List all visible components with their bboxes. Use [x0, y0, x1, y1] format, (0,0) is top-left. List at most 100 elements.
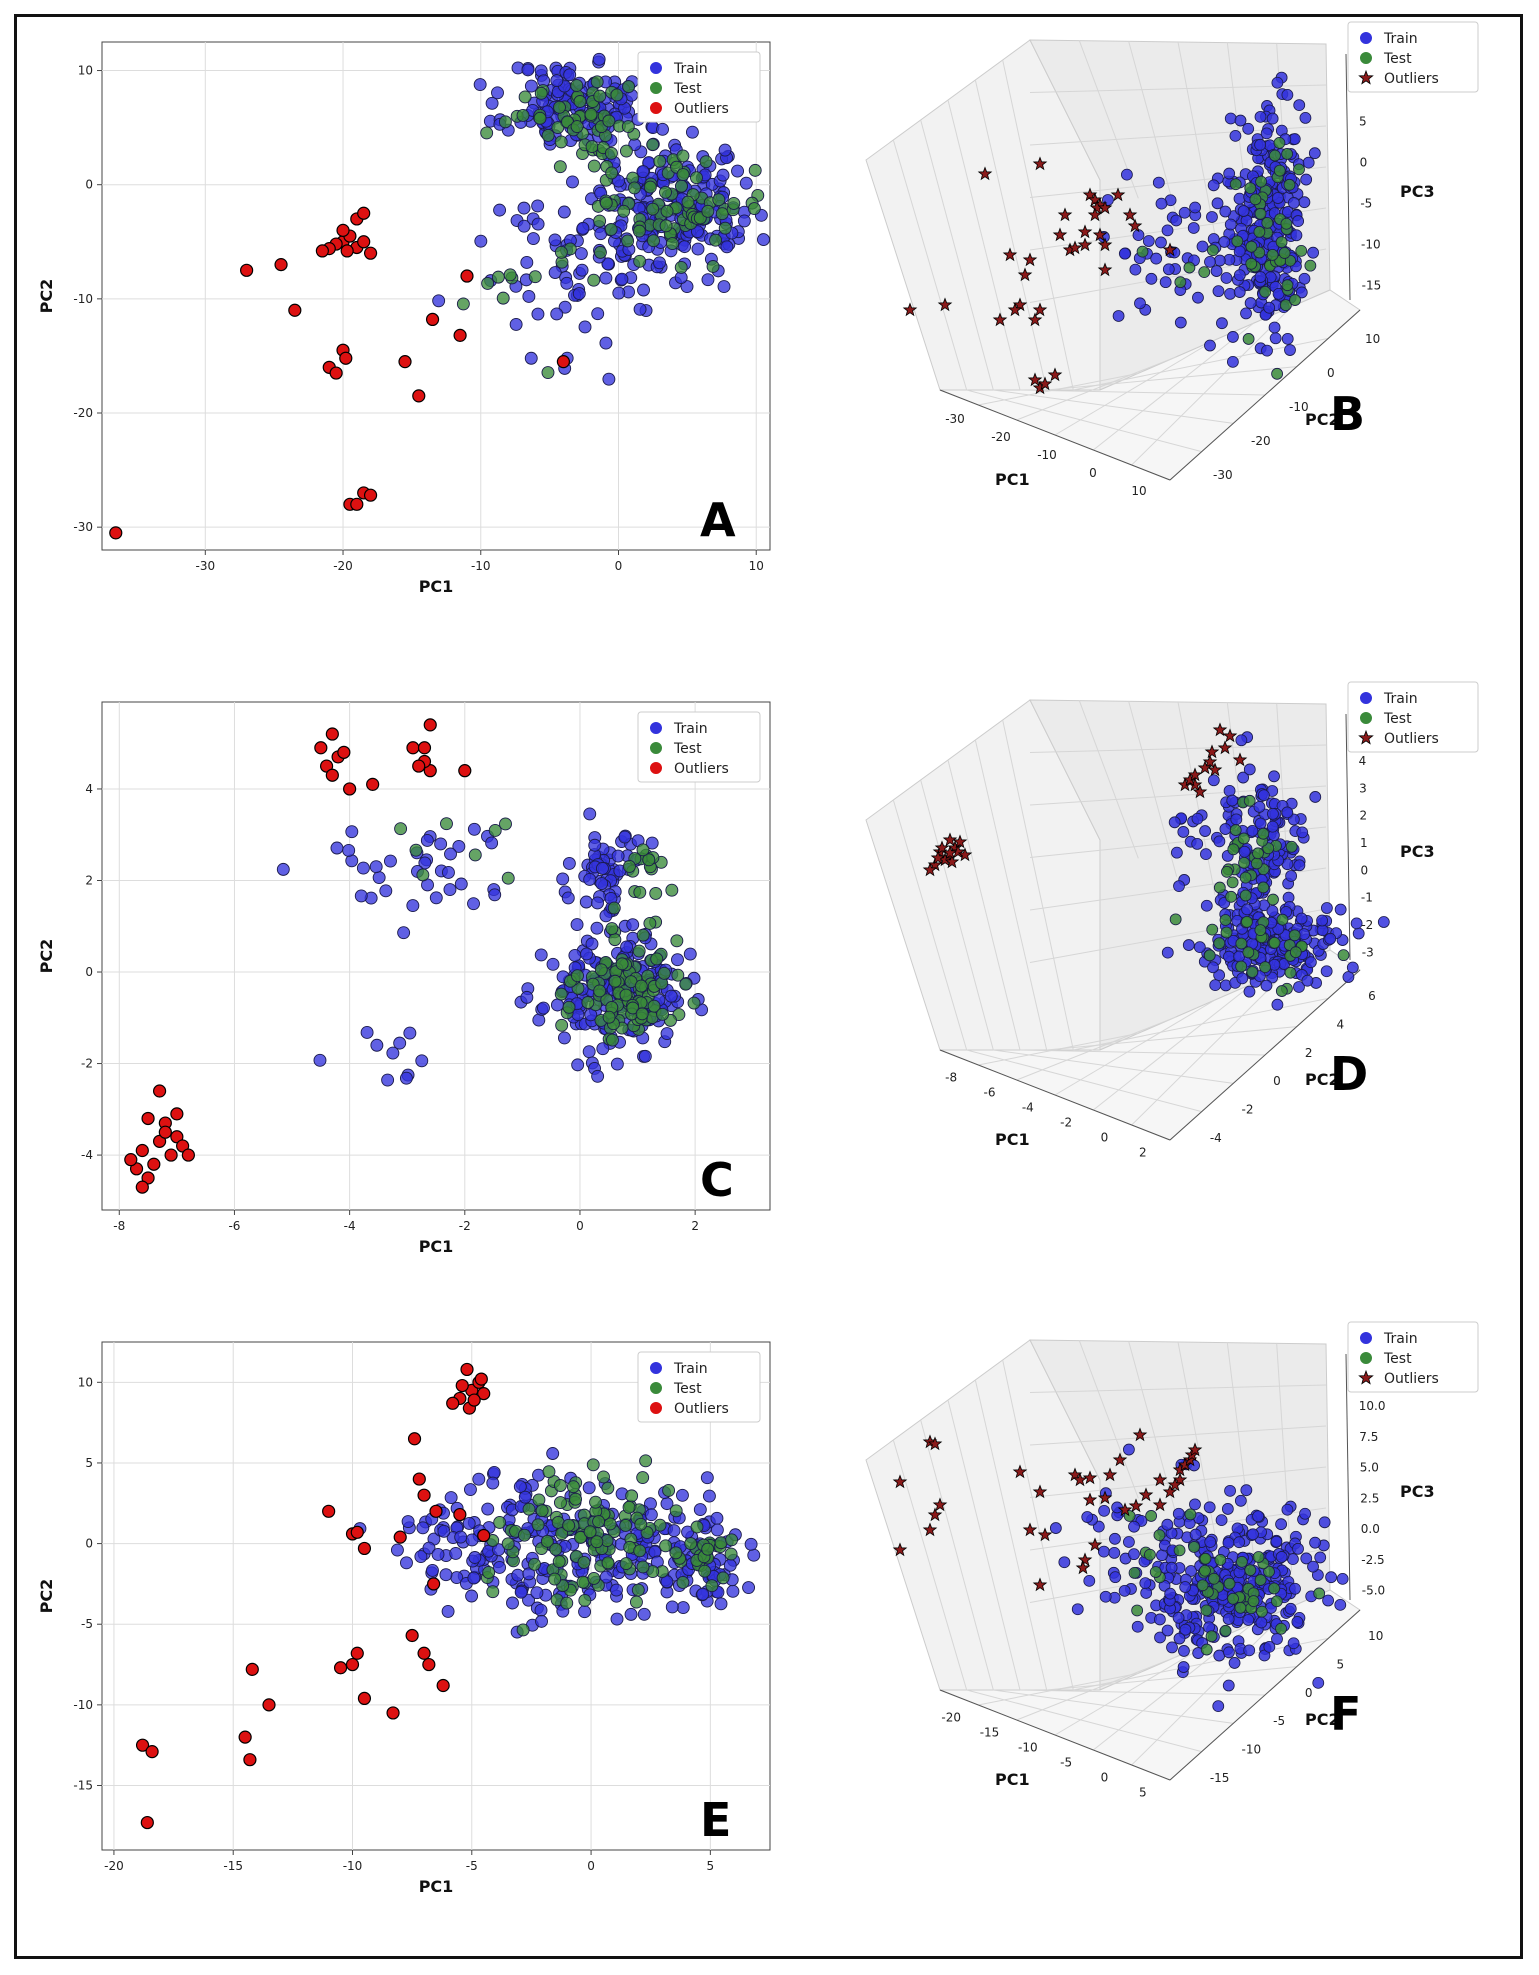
point-test [1279, 299, 1292, 312]
point-train [1236, 972, 1249, 985]
point-train [591, 1069, 605, 1083]
point-test [522, 1502, 536, 1516]
point-test [1136, 245, 1149, 258]
point-test [562, 1000, 576, 1014]
point-train [400, 1556, 413, 1570]
point-outlier [1032, 302, 1048, 317]
point-outlier [407, 1432, 422, 1446]
point-test [1269, 149, 1281, 162]
legend-label-test: Test [1383, 1351, 1412, 1367]
tick-label-x: -6 [984, 1086, 996, 1100]
point-test [659, 1539, 673, 1553]
point-test [676, 1575, 690, 1589]
point-train [443, 883, 457, 897]
tick-label-y: -10 [73, 1698, 93, 1712]
point-train [1200, 848, 1212, 861]
point-test [712, 193, 726, 207]
point-train [1281, 89, 1294, 101]
point-train [1211, 197, 1224, 210]
point-train [369, 860, 383, 874]
y-axis-label: PC2 [37, 1579, 56, 1614]
point-test [496, 291, 510, 305]
point-outlier [446, 1396, 460, 1410]
point-outlier [1047, 367, 1063, 382]
point-outlier [436, 1678, 450, 1693]
point-test [656, 1007, 669, 1021]
point-outlier [1212, 722, 1228, 737]
point-train [599, 336, 613, 350]
point-test [1214, 1554, 1227, 1566]
point-test [1245, 240, 1258, 253]
point-test [1257, 827, 1270, 840]
point-train [1172, 1611, 1185, 1624]
y-axis-line [1169, 309, 1361, 481]
point-test [1188, 1541, 1200, 1553]
point-test [593, 245, 607, 259]
tick-label-y: -2 [81, 1057, 93, 1071]
point-test [1223, 1577, 1236, 1590]
point-train [1179, 1581, 1192, 1593]
point-test [1289, 294, 1301, 306]
point-train [737, 214, 751, 228]
point-test [608, 974, 622, 988]
point-outlier [1102, 1467, 1118, 1482]
legend-label-outliers: Outliers [1384, 731, 1439, 747]
point-test [625, 1489, 639, 1503]
point-test [1254, 207, 1267, 220]
point-test [587, 1572, 601, 1585]
point-outlier [1197, 760, 1213, 775]
tick-label-z: -3 [1362, 945, 1374, 959]
point-train [676, 1488, 689, 1502]
point-train [579, 895, 593, 909]
point-test [674, 260, 688, 274]
point-train [531, 217, 545, 231]
legend-marker-test [1360, 52, 1372, 64]
point-test [698, 1564, 712, 1578]
point-outlier [950, 844, 966, 859]
tick-label-x: -20 [941, 1711, 961, 1725]
point-test [619, 144, 633, 158]
point-test [501, 1537, 515, 1551]
point-test [646, 138, 660, 152]
point-outlier [422, 1657, 436, 1672]
point-train [1111, 1501, 1124, 1514]
legend: Train Test Outliers [637, 1351, 761, 1423]
point-train [1235, 734, 1248, 747]
tick-label-x: -6 [228, 1219, 240, 1233]
point-test [633, 254, 647, 268]
z-axis-label: PC3 [1400, 182, 1435, 201]
tick-label-y: -4 [81, 1148, 93, 1162]
point-test [1243, 794, 1256, 807]
point-test [684, 1537, 698, 1550]
point-train [1122, 1443, 1135, 1456]
point-test [1237, 832, 1250, 845]
point-train [546, 957, 560, 971]
point-test [1250, 857, 1263, 870]
point-train [1287, 1637, 1300, 1650]
gridline-left [947, 99, 1021, 391]
point-train [1246, 825, 1259, 837]
tick-label-z: 10.0 [1359, 1399, 1386, 1413]
point-outlier [1167, 1477, 1183, 1492]
point-train [596, 861, 609, 875]
point-outlier [135, 1143, 149, 1158]
point-train [441, 866, 455, 879]
point-train [330, 841, 344, 855]
tick-label-z: -2.5 [1361, 1553, 1384, 1567]
x-axis-label: PC1 [419, 1237, 454, 1256]
tick-label-y: -10 [73, 292, 93, 306]
point-test [608, 933, 622, 947]
tick-label-y: 2 [85, 873, 93, 887]
point-test [533, 111, 547, 125]
point-test [583, 1525, 597, 1539]
point-train [1271, 998, 1284, 1011]
point-test [653, 154, 667, 168]
point-train [520, 256, 534, 269]
point-test [601, 1556, 615, 1570]
point-test [1219, 1624, 1232, 1637]
point-test [647, 999, 661, 1013]
point-train [747, 1548, 761, 1562]
point-outlier [141, 1111, 155, 1126]
z-axis-line [1345, 53, 1351, 301]
point-outlier [453, 1507, 467, 1522]
